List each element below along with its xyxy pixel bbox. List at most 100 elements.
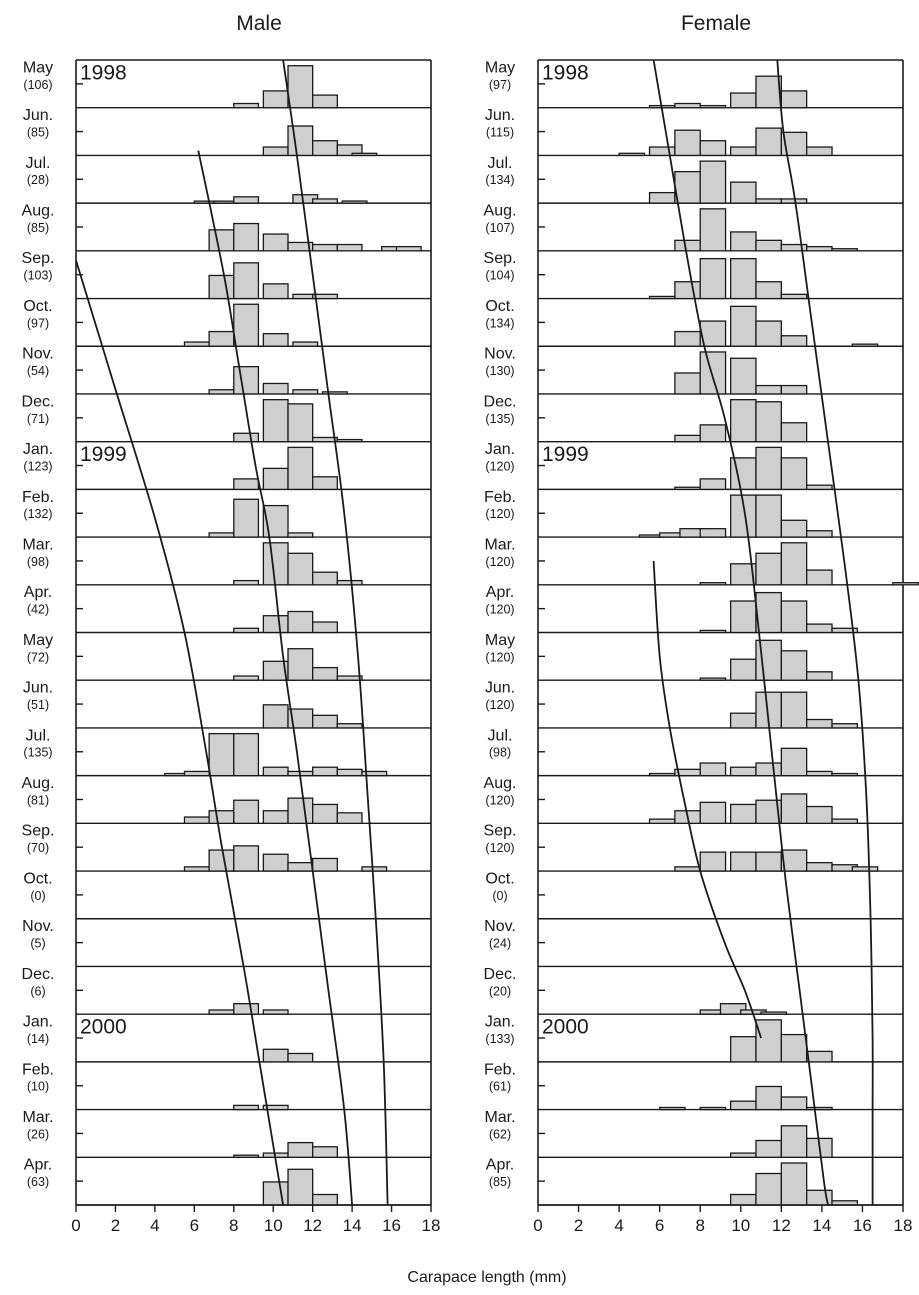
histogram-bar bbox=[755, 1172, 782, 1206]
month-row: Jun.(51) bbox=[23, 680, 431, 729]
month-label: Mar. bbox=[484, 1109, 515, 1126]
histogram-bar bbox=[312, 1193, 338, 1206]
sample-count-label: (97) bbox=[27, 316, 49, 330]
panel-title: Male bbox=[236, 12, 282, 35]
sample-count-label: (5) bbox=[30, 937, 45, 951]
histogram-bar bbox=[755, 1085, 782, 1111]
histogram-bar bbox=[729, 1100, 757, 1111]
x-tick-label: 10 bbox=[731, 1216, 750, 1235]
histogram-bar bbox=[780, 542, 808, 586]
histogram-bar bbox=[618, 152, 646, 157]
histogram-bar bbox=[780, 335, 808, 347]
histogram-bar bbox=[831, 772, 859, 777]
histogram-bar bbox=[674, 102, 701, 109]
histogram-bar bbox=[806, 245, 833, 252]
histogram-bar bbox=[262, 1104, 289, 1111]
month-label: Jan. bbox=[485, 441, 515, 458]
histogram-bar bbox=[851, 866, 879, 872]
histogram-bar bbox=[729, 146, 757, 157]
sample-count-label: (70) bbox=[27, 841, 49, 855]
growth-curve bbox=[652, 59, 829, 1206]
month-label: Sep. bbox=[22, 823, 55, 840]
sample-count-label: (134) bbox=[485, 316, 514, 330]
month-label: Dec. bbox=[22, 393, 55, 410]
histogram-bar bbox=[336, 768, 363, 777]
sample-count-label: (61) bbox=[489, 1080, 511, 1094]
histogram-bar bbox=[312, 476, 338, 491]
month-label: Sep. bbox=[484, 250, 517, 267]
histogram-bar bbox=[208, 330, 235, 347]
histogram-bar bbox=[233, 102, 260, 109]
month-row: Dec.(20) bbox=[484, 966, 903, 1015]
sample-count-label: (98) bbox=[27, 555, 49, 569]
histogram-bar bbox=[780, 849, 808, 872]
histogram-bar bbox=[780, 384, 808, 395]
year-label: 1999 bbox=[542, 443, 589, 466]
histogram-bar bbox=[336, 243, 363, 252]
histogram-bar bbox=[780, 1033, 808, 1063]
histogram-bar bbox=[262, 1048, 289, 1063]
month-row: Aug.(107) bbox=[484, 203, 903, 252]
histogram-bar bbox=[699, 208, 727, 252]
histogram-bar bbox=[755, 320, 782, 347]
histogram-bar bbox=[287, 797, 314, 824]
histogram-bar bbox=[755, 1019, 782, 1063]
month-row: Dec.(6) bbox=[22, 966, 431, 1015]
sample-count-label: (120) bbox=[485, 507, 514, 521]
histogram-bar bbox=[674, 486, 701, 491]
histogram-bar bbox=[699, 104, 727, 109]
x-tick-label: 6 bbox=[190, 1216, 199, 1235]
x-axis: 0 2 4 6 8 10 12 14 16 18 bbox=[71, 1204, 440, 1235]
histogram-bar bbox=[233, 498, 260, 538]
histogram-bar bbox=[699, 851, 727, 872]
month-row: Jun.(120) bbox=[485, 680, 903, 729]
histogram-bar bbox=[312, 803, 338, 824]
histogram-bar bbox=[648, 295, 676, 300]
sample-count-label: (120) bbox=[485, 459, 514, 473]
histogram-bar bbox=[336, 438, 363, 443]
histogram-bar bbox=[780, 1162, 808, 1206]
histogram-bar bbox=[729, 1036, 757, 1063]
month-row: Aug.(85) bbox=[22, 203, 431, 252]
sample-count-label: (97) bbox=[489, 78, 511, 92]
histogram-bar bbox=[233, 1003, 260, 1015]
histogram-bar bbox=[233, 732, 260, 777]
month-label: Nov. bbox=[22, 346, 54, 363]
month-label: Dec. bbox=[484, 966, 517, 983]
histogram-bar bbox=[674, 866, 701, 872]
growth-curve bbox=[75, 260, 284, 1206]
histogram-bar bbox=[233, 366, 260, 395]
histogram-bar bbox=[233, 222, 260, 252]
histogram-bar bbox=[312, 94, 338, 109]
histogram-bar bbox=[262, 233, 289, 252]
sample-count-label: (26) bbox=[27, 1127, 49, 1141]
histogram-bar bbox=[755, 239, 782, 252]
histogram-bar bbox=[312, 243, 338, 252]
sample-count-label: (98) bbox=[489, 746, 511, 760]
month-row: Jul. (135) bbox=[23, 727, 431, 777]
histogram-bar bbox=[674, 281, 701, 300]
histogram-bar bbox=[699, 257, 727, 300]
x-tick-label: 2 bbox=[111, 1216, 120, 1235]
x-tick-label: 14 bbox=[343, 1216, 362, 1235]
histogram-bar bbox=[287, 1141, 314, 1158]
histogram-bar bbox=[336, 723, 363, 729]
histogram-bar bbox=[336, 812, 363, 824]
histogram-bar bbox=[760, 1011, 788, 1015]
sample-count-label: (62) bbox=[489, 1127, 511, 1141]
month-label: Nov. bbox=[484, 346, 516, 363]
month-label: Nov. bbox=[484, 918, 516, 935]
histogram-bar bbox=[755, 75, 782, 109]
histogram-bar bbox=[674, 170, 701, 204]
month-row: Mar. (98) bbox=[22, 536, 431, 586]
histogram-bar bbox=[183, 816, 210, 824]
x-tick-label: 4 bbox=[614, 1216, 623, 1235]
month-label: Oct. bbox=[485, 870, 514, 887]
histogram-bar bbox=[233, 432, 260, 443]
month-row: Jan.(120) 1999 bbox=[485, 441, 903, 491]
histogram-bar bbox=[699, 320, 727, 347]
histogram-bar bbox=[699, 478, 727, 491]
histogram-bar bbox=[287, 1168, 314, 1206]
month-row: Oct. (0) bbox=[23, 870, 431, 920]
